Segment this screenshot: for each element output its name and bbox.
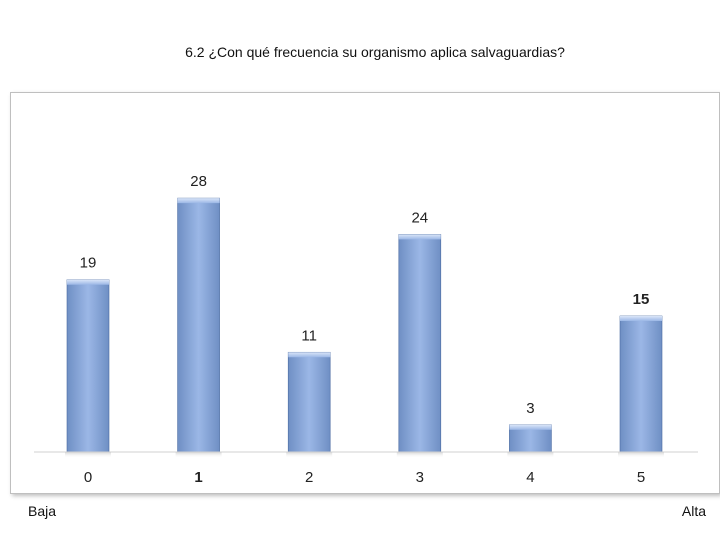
chart-title: 6.2 ¿Con qué frecuencia su organismo apl… (185, 44, 565, 60)
bar-shadow-1 (175, 452, 222, 458)
data-label-5: 15 (633, 291, 650, 308)
bar-shadow-3 (396, 452, 443, 458)
x-tick-label-5: 5 (637, 469, 645, 486)
data-label-3: 24 (411, 209, 428, 226)
bar-2 (287, 351, 331, 453)
bar-cap-4 (509, 424, 552, 430)
bar-cap-5 (620, 316, 662, 321)
bar-cap-1 (177, 198, 220, 204)
bar-3 (398, 234, 442, 453)
bar-1 (177, 197, 220, 453)
bar-cap-0 (67, 279, 109, 285)
x-tick-label-0: 0 (84, 469, 92, 486)
x-tick-label-2: 2 (305, 469, 313, 486)
axis-high-label: Alta (681, 503, 706, 519)
data-label-1: 28 (190, 173, 207, 190)
x-tick-label-3: 3 (416, 469, 424, 486)
x-tick-label-1: 1 (194, 469, 202, 486)
data-label-0: 19 (80, 255, 97, 272)
bar-0 (66, 279, 110, 453)
axis-low-label: Baja (28, 503, 57, 519)
bar-cap-2 (288, 352, 331, 358)
x-tick-label-4: 4 (526, 469, 534, 486)
data-label-4: 3 (526, 400, 534, 417)
bar-shadow-4 (507, 452, 554, 458)
bar-shadow-5 (618, 452, 664, 458)
data-label-2: 11 (301, 327, 317, 344)
bar-shadow-0 (65, 452, 111, 458)
bar-shadow-2 (286, 452, 333, 458)
bar-5 (619, 315, 663, 453)
bar-cap-3 (398, 234, 441, 240)
